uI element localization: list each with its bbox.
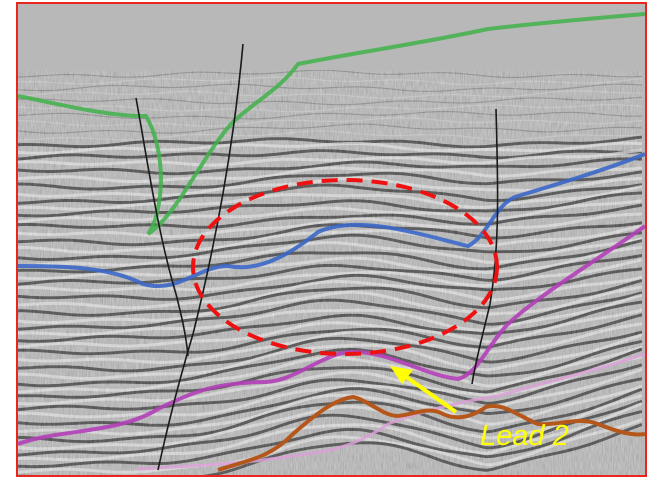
seismic-reflection-band (18, 184, 643, 211)
seismic-reflection-band (18, 363, 643, 412)
seismic-reflection-band (18, 313, 643, 356)
seismic-reflection-band (18, 339, 643, 388)
horizon-green (18, 12, 645, 236)
seismic-reflection-band (18, 191, 643, 218)
lead-outline-ellipse (191, 178, 499, 356)
seismic-reflection-band (18, 123, 643, 134)
seismic-reflection-band (18, 258, 643, 292)
seismic-reflection-band (18, 333, 643, 380)
seismic-reflection-band (18, 166, 643, 183)
seismic-reflection-band (18, 170, 643, 191)
fault-line-center (157, 43, 244, 471)
seismic-reflection-band (18, 141, 643, 155)
seismic-reflection-band (18, 402, 643, 462)
seismic-reflection-band (18, 347, 643, 399)
seismic-reflection-band (18, 368, 643, 419)
lead-pointer-arrow-shaft (400, 372, 458, 414)
fault-line-left (135, 97, 189, 357)
seismic-reflection-band (18, 267, 643, 301)
seismic-reflection-band (18, 422, 643, 475)
seismic-image-frame: Lead 2 (16, 2, 647, 477)
seismic-reflection-band (18, 293, 643, 337)
seismic-reflection-band (18, 96, 643, 106)
seismic-reflection-band (18, 90, 643, 99)
seismic-reflection-band (18, 149, 643, 161)
seismic-reflection-band (18, 183, 643, 205)
seismic-reflection-band (18, 231, 643, 262)
lead-pointer-arrow-head (390, 366, 413, 384)
seismic-reflection-band (18, 221, 643, 247)
seismic-reflection-band (18, 275, 643, 310)
seismic-reflection-band (18, 83, 643, 92)
seismic-reflection-band (18, 135, 643, 149)
horizon-blue (18, 152, 645, 289)
fault-line-right (471, 108, 499, 385)
seismic-reflection-band (18, 130, 643, 141)
seismic-reflection-band (18, 157, 643, 176)
seismic-reflection-band (18, 300, 643, 343)
seismic-reflection-band (18, 203, 643, 229)
seismic-reflection-band (18, 384, 643, 436)
seismic-reflection-band (18, 322, 643, 364)
seismic-reflection-band (18, 239, 643, 274)
seismic-reflection-band (18, 199, 643, 224)
seismic-reflection-band (18, 399, 643, 457)
seismic-reflection-band (18, 117, 643, 127)
lead-label: Lead 2 (480, 420, 569, 452)
seismic-reflection-band (18, 76, 643, 86)
seismic-reflection-band (18, 224, 643, 254)
seismic-reflection-band (18, 104, 643, 113)
seismic-reflection-band (18, 148, 643, 167)
seismic-reflection-band (18, 291, 643, 331)
horizon-orange (217, 394, 645, 472)
seismic-reflection-band (18, 394, 643, 451)
seismic-reflection-band (18, 253, 643, 286)
seismic-reflection-band (18, 409, 643, 469)
seismic-reflection-band (18, 330, 643, 373)
seismic-reflection-band (18, 418, 643, 474)
seismic-reflection-band (18, 308, 643, 349)
seismic-reflection-band (18, 110, 643, 120)
seismic-reflection-band (18, 285, 643, 325)
seismic-reflection-band (18, 212, 643, 238)
seismic-section-image (18, 4, 645, 475)
horizon-magenta (18, 224, 645, 446)
seismic-reflection-band (18, 237, 643, 268)
seismic-reflection-band (18, 69, 643, 78)
seismic-reflection-band (18, 355, 643, 406)
